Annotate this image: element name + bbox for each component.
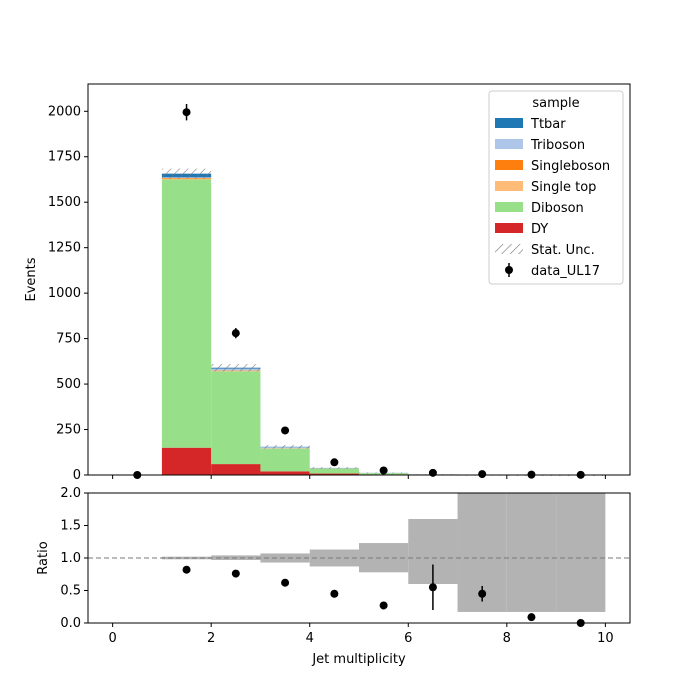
bar-diboson (309, 468, 359, 474)
y-axis-label: Events (24, 257, 39, 301)
data-point (182, 108, 191, 117)
y-tick-label: 1500 (48, 195, 81, 210)
y-tick-label: 1000 (48, 286, 81, 301)
ratio-y-tick-label: 1.5 (60, 519, 81, 534)
ratio-unc-band (260, 553, 310, 563)
bar-diboson (161, 179, 212, 448)
legend-data-marker (505, 266, 513, 274)
legend-swatch-singleboson (495, 160, 523, 170)
ratio-point (379, 601, 388, 610)
bar-diboson (260, 448, 310, 472)
ratio-y-tick-label: 1.0 (60, 551, 81, 566)
x-tick-label: 0 (108, 631, 116, 646)
y-tick-label: 250 (56, 423, 81, 438)
x-tick-label: 8 (503, 631, 511, 646)
data-point (478, 470, 487, 479)
ratio-y-tick-label: 0.5 (60, 584, 81, 599)
bar-dy (309, 473, 359, 475)
legend-label: Singleboson (531, 159, 610, 174)
bar-diboson (211, 371, 261, 465)
legend-swatch-stat-unc (495, 244, 523, 254)
data-point (379, 466, 388, 475)
stat-unc-band (161, 168, 212, 179)
legend-label: Triboson (530, 138, 585, 153)
ratio-unc-band (506, 493, 557, 612)
legend-label: Ttbar (530, 117, 566, 132)
x-tick-label: 10 (597, 631, 614, 646)
ratio-y-tick-label: 0.0 (60, 616, 81, 631)
ratio-point (478, 589, 487, 598)
ratio-point (330, 589, 339, 598)
bar-dy (161, 447, 212, 475)
data-point (231, 329, 240, 338)
legend: sample Ttbar Triboson Singleboson Single top… (488, 90, 624, 285)
legend-swatch-ttbar (495, 118, 523, 128)
legend-label: Single top (531, 180, 596, 195)
legend-label: Stat. Unc. (531, 243, 595, 258)
x-tick-label: 2 (207, 631, 215, 646)
legend-title: sample (532, 96, 579, 111)
stat-unc-band (309, 467, 359, 469)
legend-swatch-triboson (495, 139, 523, 149)
ratio-unc-band (309, 549, 359, 567)
y-tick-label: 2000 (48, 104, 81, 119)
ratio-point (281, 578, 290, 587)
stat-unc-band (211, 364, 261, 372)
y-tick-label: 750 (56, 332, 81, 347)
x-tick-label: 6 (404, 631, 412, 646)
bar-dy (260, 471, 310, 475)
legend-swatch-diboson (495, 202, 523, 212)
main-axes-frame (87, 83, 631, 476)
y-tick-label: 1750 (48, 150, 81, 165)
y-tick-label: 0 (73, 468, 81, 483)
data-point (428, 468, 437, 477)
ratio-y-tick-label: 2.0 (60, 486, 81, 501)
x-axis-label: Jet multiplicity (311, 652, 406, 667)
data-point (281, 426, 290, 435)
legend-swatch-single-top (495, 181, 523, 191)
ratio-point (231, 569, 240, 578)
legend-swatch-dy (495, 223, 523, 233)
data-point (330, 458, 339, 467)
bar-single-top (161, 178, 212, 180)
stat-unc-band (260, 444, 310, 449)
y-tick-label: 500 (56, 377, 81, 392)
ratio-point (428, 583, 437, 592)
main-panel: 0 250 500 750 1000 1250 1500 1750 2000 Events (24, 83, 631, 483)
legend-label: data_UL17 (531, 264, 600, 279)
ratio-y-axis-label: Ratio (36, 541, 51, 574)
ratio-point (182, 565, 191, 574)
bar-dy (211, 464, 261, 475)
ratio-unc-band (556, 493, 606, 612)
ratio-point (527, 613, 536, 622)
x-tick-label: 4 (306, 631, 314, 646)
legend-label: Diboson (531, 201, 584, 216)
y-tick-label: 1250 (48, 241, 81, 256)
legend-label: DY (531, 222, 548, 237)
ratio-panel: 0.0 0.5 1.0 1.5 2.0 0 2 4 6 8 10 Jet multiplicity Ra… (36, 486, 631, 667)
